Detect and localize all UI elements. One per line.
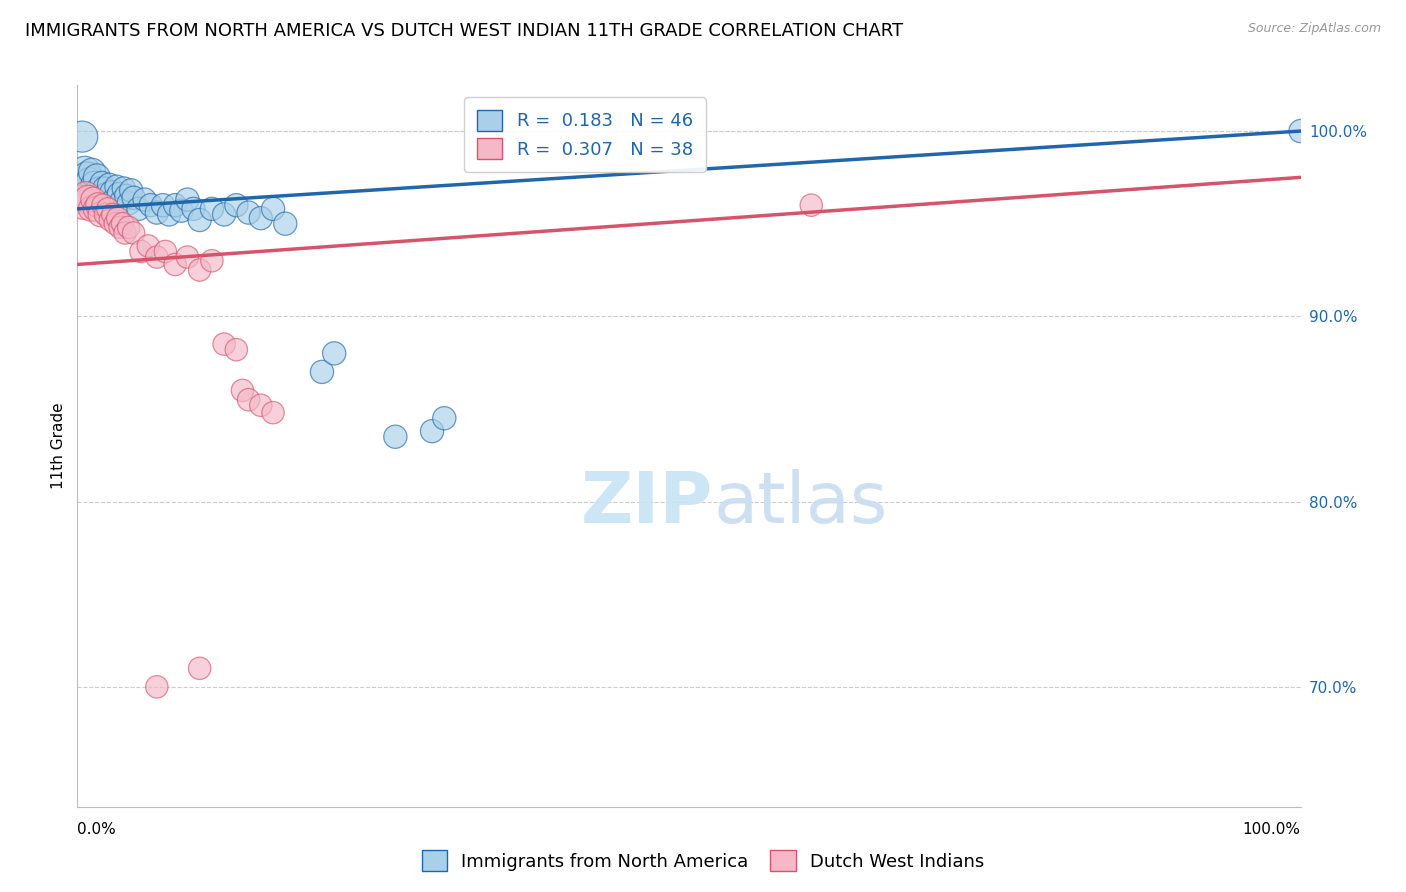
Point	[93, 181, 115, 195]
Point	[91, 198, 114, 212]
Point	[101, 207, 124, 221]
Point	[103, 193, 125, 207]
Point	[98, 178, 121, 192]
Point	[80, 202, 103, 216]
Point	[225, 343, 247, 357]
Point	[108, 187, 131, 202]
Point	[420, 424, 443, 438]
Point	[323, 346, 346, 360]
Point	[111, 217, 134, 231]
Point	[1289, 124, 1312, 138]
Point	[384, 430, 406, 444]
Point	[201, 202, 224, 216]
Point	[165, 198, 187, 212]
Point	[72, 198, 94, 212]
Text: Source: ZipAtlas.com: Source: ZipAtlas.com	[1247, 22, 1381, 36]
Point	[100, 185, 122, 199]
Point	[134, 193, 156, 207]
Text: 0.0%: 0.0%	[77, 822, 117, 837]
Point	[115, 189, 138, 203]
Point	[90, 176, 112, 190]
Point	[250, 398, 273, 412]
Point	[76, 170, 98, 185]
Point	[188, 661, 211, 675]
Point	[231, 384, 253, 398]
Point	[127, 202, 149, 216]
Point	[87, 198, 110, 212]
Point	[238, 205, 260, 219]
Point	[84, 202, 107, 216]
Point	[122, 226, 145, 240]
Point	[170, 203, 193, 218]
Point	[77, 193, 100, 207]
Point	[157, 207, 180, 221]
Point	[80, 165, 103, 179]
Point	[152, 198, 174, 212]
Legend: R =  0.183   N = 46, R =  0.307   N = 38: R = 0.183 N = 46, R = 0.307 N = 38	[464, 97, 706, 171]
Point	[262, 406, 284, 420]
Point	[75, 189, 97, 203]
Point	[79, 174, 101, 188]
Point	[183, 202, 205, 216]
Point	[188, 213, 211, 227]
Point	[97, 202, 120, 216]
Point	[105, 179, 128, 194]
Point	[212, 337, 235, 351]
Point	[139, 198, 162, 212]
Legend: Immigrants from North America, Dutch West Indians: Immigrants from North America, Dutch Wes…	[415, 843, 991, 879]
Point	[250, 211, 273, 226]
Point	[155, 244, 177, 259]
Point	[112, 181, 135, 195]
Text: ZIP: ZIP	[581, 469, 713, 538]
Point	[107, 211, 129, 226]
Point	[800, 198, 823, 212]
Point	[118, 196, 141, 211]
Point	[262, 202, 284, 216]
Point	[122, 191, 145, 205]
Point	[146, 680, 169, 694]
Point	[188, 263, 211, 277]
Point	[96, 187, 118, 202]
Point	[94, 207, 117, 221]
Point	[165, 257, 187, 271]
Text: atlas: atlas	[713, 469, 887, 538]
Point	[73, 165, 96, 179]
Point	[86, 170, 108, 185]
Point	[108, 220, 131, 235]
Y-axis label: 11th Grade: 11th Grade	[51, 402, 66, 490]
Point	[311, 365, 333, 379]
Point	[89, 183, 111, 197]
Point	[83, 178, 105, 192]
Point	[70, 193, 93, 207]
Point	[98, 213, 121, 227]
Point	[129, 244, 152, 259]
Point	[225, 198, 247, 212]
Point	[118, 220, 141, 235]
Point	[110, 194, 132, 209]
Point	[212, 207, 235, 221]
Point	[176, 250, 198, 264]
Point	[104, 217, 127, 231]
Point	[238, 392, 260, 407]
Point	[120, 183, 142, 197]
Text: 100.0%: 100.0%	[1243, 822, 1301, 837]
Point	[433, 411, 456, 425]
Point	[114, 226, 136, 240]
Text: IMMIGRANTS FROM NORTH AMERICA VS DUTCH WEST INDIAN 11TH GRADE CORRELATION CHART: IMMIGRANTS FROM NORTH AMERICA VS DUTCH W…	[25, 22, 904, 40]
Point	[146, 250, 169, 264]
Point	[201, 253, 224, 268]
Point	[274, 217, 297, 231]
Point	[136, 239, 159, 253]
Point	[82, 193, 104, 207]
Point	[176, 193, 198, 207]
Point	[70, 129, 93, 144]
Point	[90, 207, 112, 221]
Point	[146, 205, 169, 219]
